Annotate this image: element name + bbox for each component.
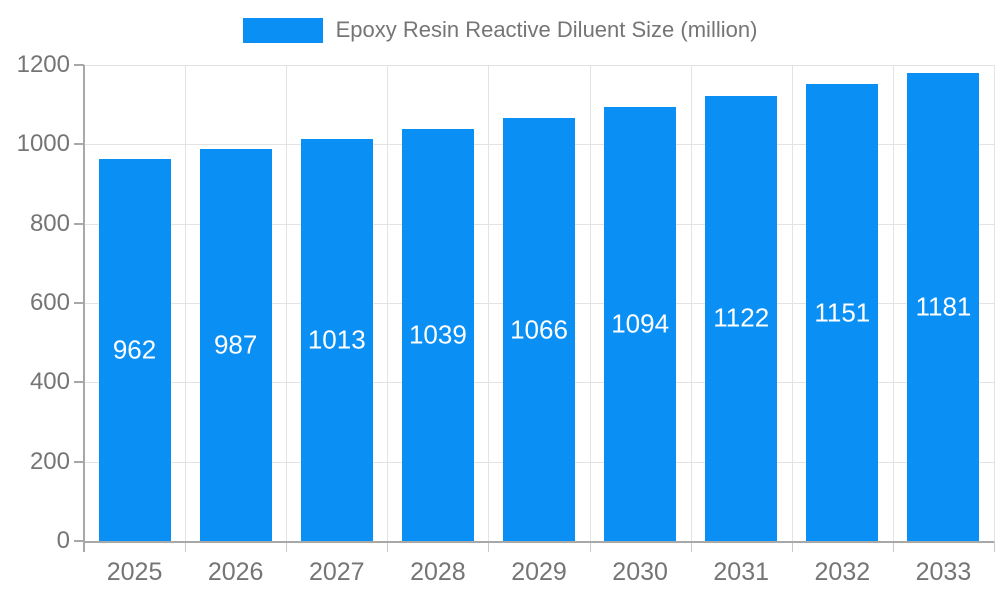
y-tick-label: 800 xyxy=(29,209,70,237)
x-tick-label: 2032 xyxy=(814,558,871,586)
v-gridline xyxy=(488,65,490,541)
y-tick-label: 600 xyxy=(29,289,70,316)
bar[interactable]: 1122 xyxy=(705,95,778,541)
bar-value-label: 1013 xyxy=(307,324,366,355)
x-axis-tick xyxy=(185,541,187,552)
y-axis-tick xyxy=(74,460,84,463)
bar[interactable]: 1013 xyxy=(300,139,373,541)
v-gridline xyxy=(892,65,894,541)
bar-value-label: 1094 xyxy=(611,308,670,339)
v-gridline xyxy=(791,65,793,541)
y-tick-label: 1200 xyxy=(16,51,70,78)
x-tick-label: 2027 xyxy=(308,558,365,586)
bar-value-label: 987 xyxy=(213,329,258,360)
bar[interactable]: 1039 xyxy=(401,128,474,541)
bar[interactable]: 962 xyxy=(98,159,171,541)
y-tick-label: 200 xyxy=(29,447,70,475)
bar-value-label: 1066 xyxy=(510,314,568,345)
y-axis-tick xyxy=(74,302,84,304)
x-axis-tick xyxy=(488,541,490,552)
x-axis-tick xyxy=(589,541,591,552)
x-tick-label: 2033 xyxy=(915,558,972,586)
bar[interactable]: 1094 xyxy=(604,107,677,541)
v-gridline xyxy=(185,65,187,541)
y-axis-tick xyxy=(74,64,84,66)
bar-value-label: 1122 xyxy=(713,302,770,333)
v-gridline xyxy=(690,65,692,541)
x-tick-label: 2029 xyxy=(511,558,567,586)
x-axis-tick xyxy=(690,541,692,552)
bar-value-label: 962 xyxy=(112,334,157,365)
y-axis-tick xyxy=(74,381,84,384)
x-axis-tick xyxy=(892,541,894,552)
y-axis-tick xyxy=(74,540,84,542)
bar-value-label: 1039 xyxy=(408,319,467,350)
y-axis-line xyxy=(83,65,85,552)
h-gridline xyxy=(84,65,994,66)
y-tick-label: 1000 xyxy=(16,130,70,158)
x-axis-tick xyxy=(994,541,995,552)
legend-label[interactable]: Epoxy Resin Reactive Diluent Size (milli… xyxy=(335,17,758,42)
y-tick-label: 400 xyxy=(29,368,70,396)
v-gridline xyxy=(589,65,591,541)
v-gridline xyxy=(286,65,288,541)
bar-value-label: 1151 xyxy=(814,297,871,328)
legend: Epoxy Resin Reactive Diluent Size (milli… xyxy=(0,17,1000,43)
x-axis-tick xyxy=(387,541,389,552)
x-tick-label: 2025 xyxy=(106,558,163,586)
y-axis-tick xyxy=(74,222,84,225)
x-tick-label: 2026 xyxy=(207,558,264,586)
y-axis-tick xyxy=(74,143,84,146)
x-tick-label: 2028 xyxy=(410,558,466,586)
bar[interactable]: 1066 xyxy=(503,118,575,541)
x-tick-label: 2031 xyxy=(713,558,770,586)
x-tick-label: 2030 xyxy=(612,558,668,586)
x-axis-tick xyxy=(286,541,288,552)
bar-value-label: 1181 xyxy=(915,291,972,322)
v-gridline xyxy=(994,65,995,541)
bar[interactable]: 1151 xyxy=(806,84,879,541)
legend-swatch[interactable] xyxy=(242,17,323,43)
x-axis-line xyxy=(84,541,994,543)
v-gridline xyxy=(387,65,389,541)
x-axis-tick xyxy=(791,541,793,552)
bar[interactable]: 1181 xyxy=(907,72,980,541)
bar[interactable]: 987 xyxy=(199,149,272,541)
y-tick-label: 0 xyxy=(56,527,70,554)
